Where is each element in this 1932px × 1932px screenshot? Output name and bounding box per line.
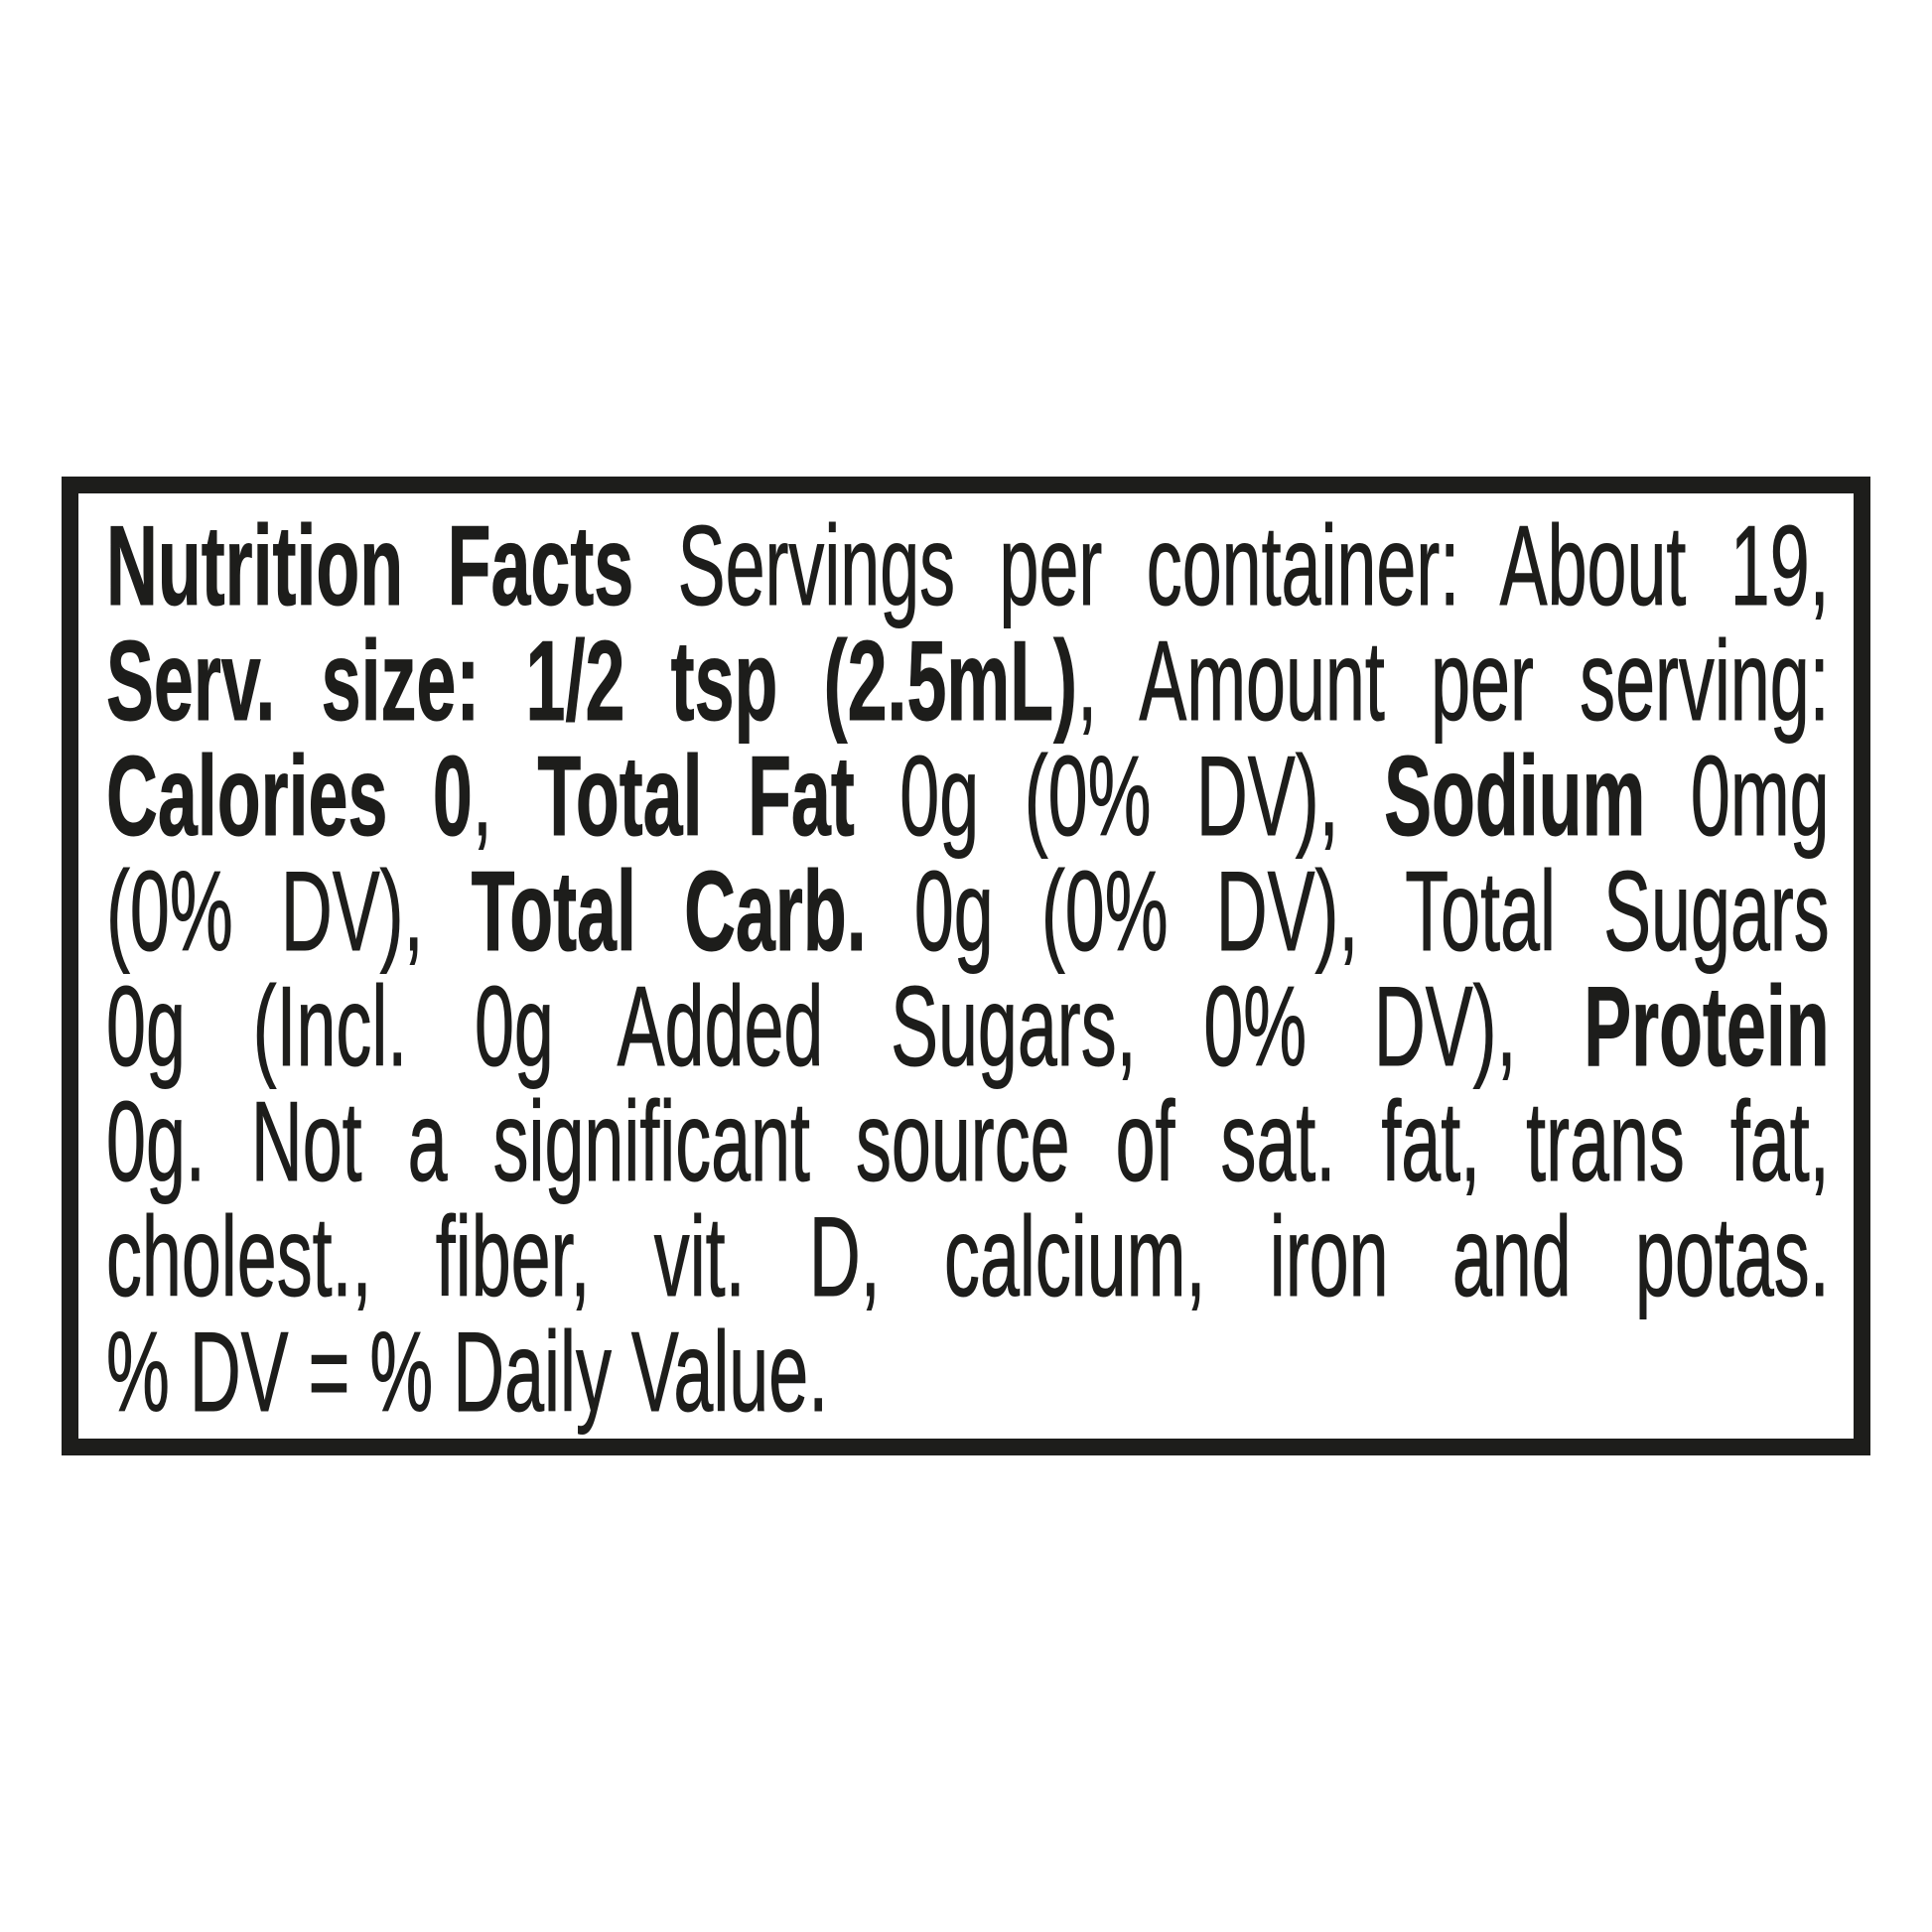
- text-segment: Nutrition Facts: [106, 503, 634, 629]
- text-segment: 0g (0% DV), Total Sugars: [866, 849, 1830, 975]
- text-segment: Protein: [1584, 964, 1830, 1090]
- nutrition-line-8: % DV = % Daily Value.: [106, 1314, 1830, 1431]
- text-segment: ,: [472, 734, 538, 860]
- text-segment: Sodium: [1384, 734, 1646, 860]
- text-segment: cholest., fiber, vit. D, calcium, iron a…: [106, 1194, 1830, 1320]
- text-segment: 0g (Incl. 0g Added Sugars, 0% DV),: [106, 964, 1585, 1090]
- text-segment: Total Fat: [537, 734, 855, 860]
- nutrition-line-6: 0g. Not a significant source of sat. fat…: [106, 1084, 1830, 1200]
- text-segment: Total Carb.: [471, 849, 867, 975]
- nutrition-line-3: Calories 0, Total Fat 0g (0% DV), Sodium…: [106, 739, 1830, 855]
- nutrition-line-7: cholest., fiber, vit. D, calcium, iron a…: [106, 1199, 1830, 1315]
- nutrition-line-1: Nutrition Facts Servings per container: …: [106, 508, 1830, 624]
- nutrition-line-4: (0% DV), Total Carb. 0g (0% DV), Total S…: [106, 854, 1830, 970]
- text-segment: Servings per container: About 19,: [633, 503, 1830, 629]
- text-segment: , Amount per serving:: [1077, 619, 1830, 745]
- text-segment: (0% DV),: [106, 849, 472, 975]
- nutrition-facts-label: Nutrition Facts Servings per container: …: [62, 477, 1870, 1455]
- text-segment: Serv. size: 1/2 tsp (2.5mL): [106, 619, 1078, 745]
- text-segment: Calories 0: [106, 734, 474, 860]
- text-segment: 0g (0% DV),: [854, 734, 1385, 860]
- text-segment: 0mg: [1645, 734, 1830, 860]
- nutrition-line-2: Serv. size: 1/2 tsp (2.5mL), Amount per …: [106, 623, 1830, 740]
- label-text-block: Nutrition Facts Servings per container: …: [106, 508, 1830, 1431]
- text-segment: % DV = % Daily Value.: [106, 1310, 829, 1436]
- text-segment: 0g. Not a significant source of sat. fat…: [106, 1079, 1830, 1205]
- nutrition-line-5: 0g (Incl. 0g Added Sugars, 0% DV), Prote…: [106, 969, 1830, 1085]
